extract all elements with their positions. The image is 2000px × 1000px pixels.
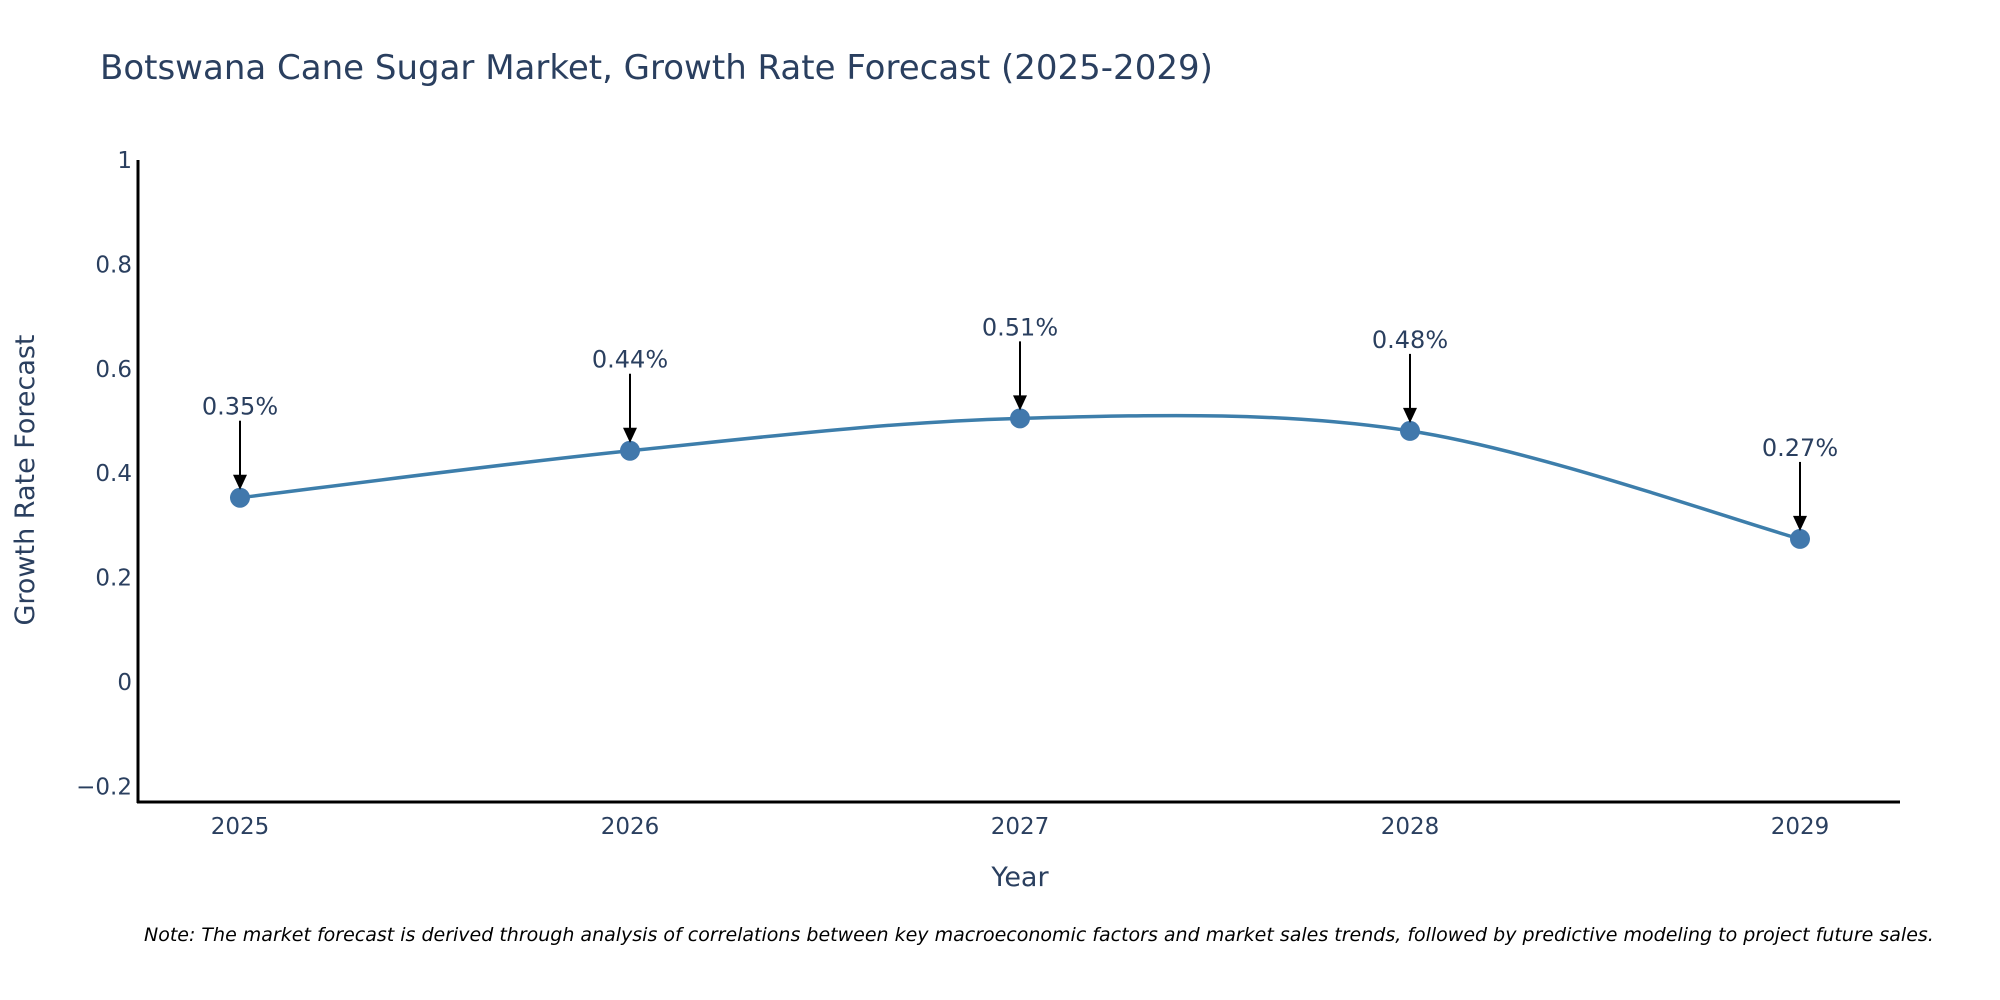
- x-tick-label: 2026: [601, 814, 660, 840]
- y-tick-label: 0.4: [95, 461, 132, 487]
- y-tick-label: 0.8: [95, 252, 132, 278]
- data-label: 0.35%: [202, 393, 278, 421]
- data-point: [620, 440, 640, 461]
- y-tick-label: 0.6: [95, 357, 132, 383]
- annotation-arrowhead: [1403, 407, 1417, 423]
- y-tick-label: 0: [117, 670, 132, 696]
- series-markers: [230, 408, 1810, 549]
- data-label: 0.51%: [982, 313, 1058, 341]
- data-label: 0.44%: [592, 346, 668, 374]
- data-point: [1010, 408, 1030, 429]
- y-tick-label: 1: [117, 148, 132, 174]
- annotation-arrowhead: [1793, 515, 1807, 531]
- annotation-arrowhead: [233, 474, 247, 490]
- x-axis-title: Year: [990, 862, 1049, 893]
- annotation-arrowhead: [1013, 395, 1027, 411]
- y-tick-label: −0.2: [76, 774, 132, 800]
- x-tick-label: 2029: [1771, 814, 1830, 840]
- data-point: [230, 487, 250, 508]
- x-tick-label: 2028: [1381, 814, 1440, 840]
- annotation-arrowhead: [623, 427, 637, 443]
- y-tick-label: 0.2: [95, 566, 132, 592]
- chart-title: Botswana Cane Sugar Market, Growth Rate …: [100, 48, 1213, 88]
- data-label: 0.27%: [1762, 434, 1838, 462]
- x-tick-label: 2027: [991, 814, 1050, 840]
- y-axis-title: Growth Rate Forecast: [10, 334, 41, 625]
- data-point: [1400, 420, 1420, 441]
- y-axis-ticks: −0.2 0 0.2 0.4 0.6 0.8 1: [76, 148, 132, 800]
- x-axis-ticks: 2025 2026 2027 2028 2029: [211, 814, 1830, 840]
- data-label: 0.48%: [1372, 326, 1448, 354]
- data-annotations: 0.35% 0.44% 0.51% 0.48% 0.27%: [202, 313, 1838, 531]
- footnote: Note: The market forecast is derived thr…: [144, 924, 1934, 946]
- data-point: [1790, 528, 1810, 549]
- series-line: [239, 413, 1801, 541]
- x-tick-label: 2025: [211, 814, 270, 840]
